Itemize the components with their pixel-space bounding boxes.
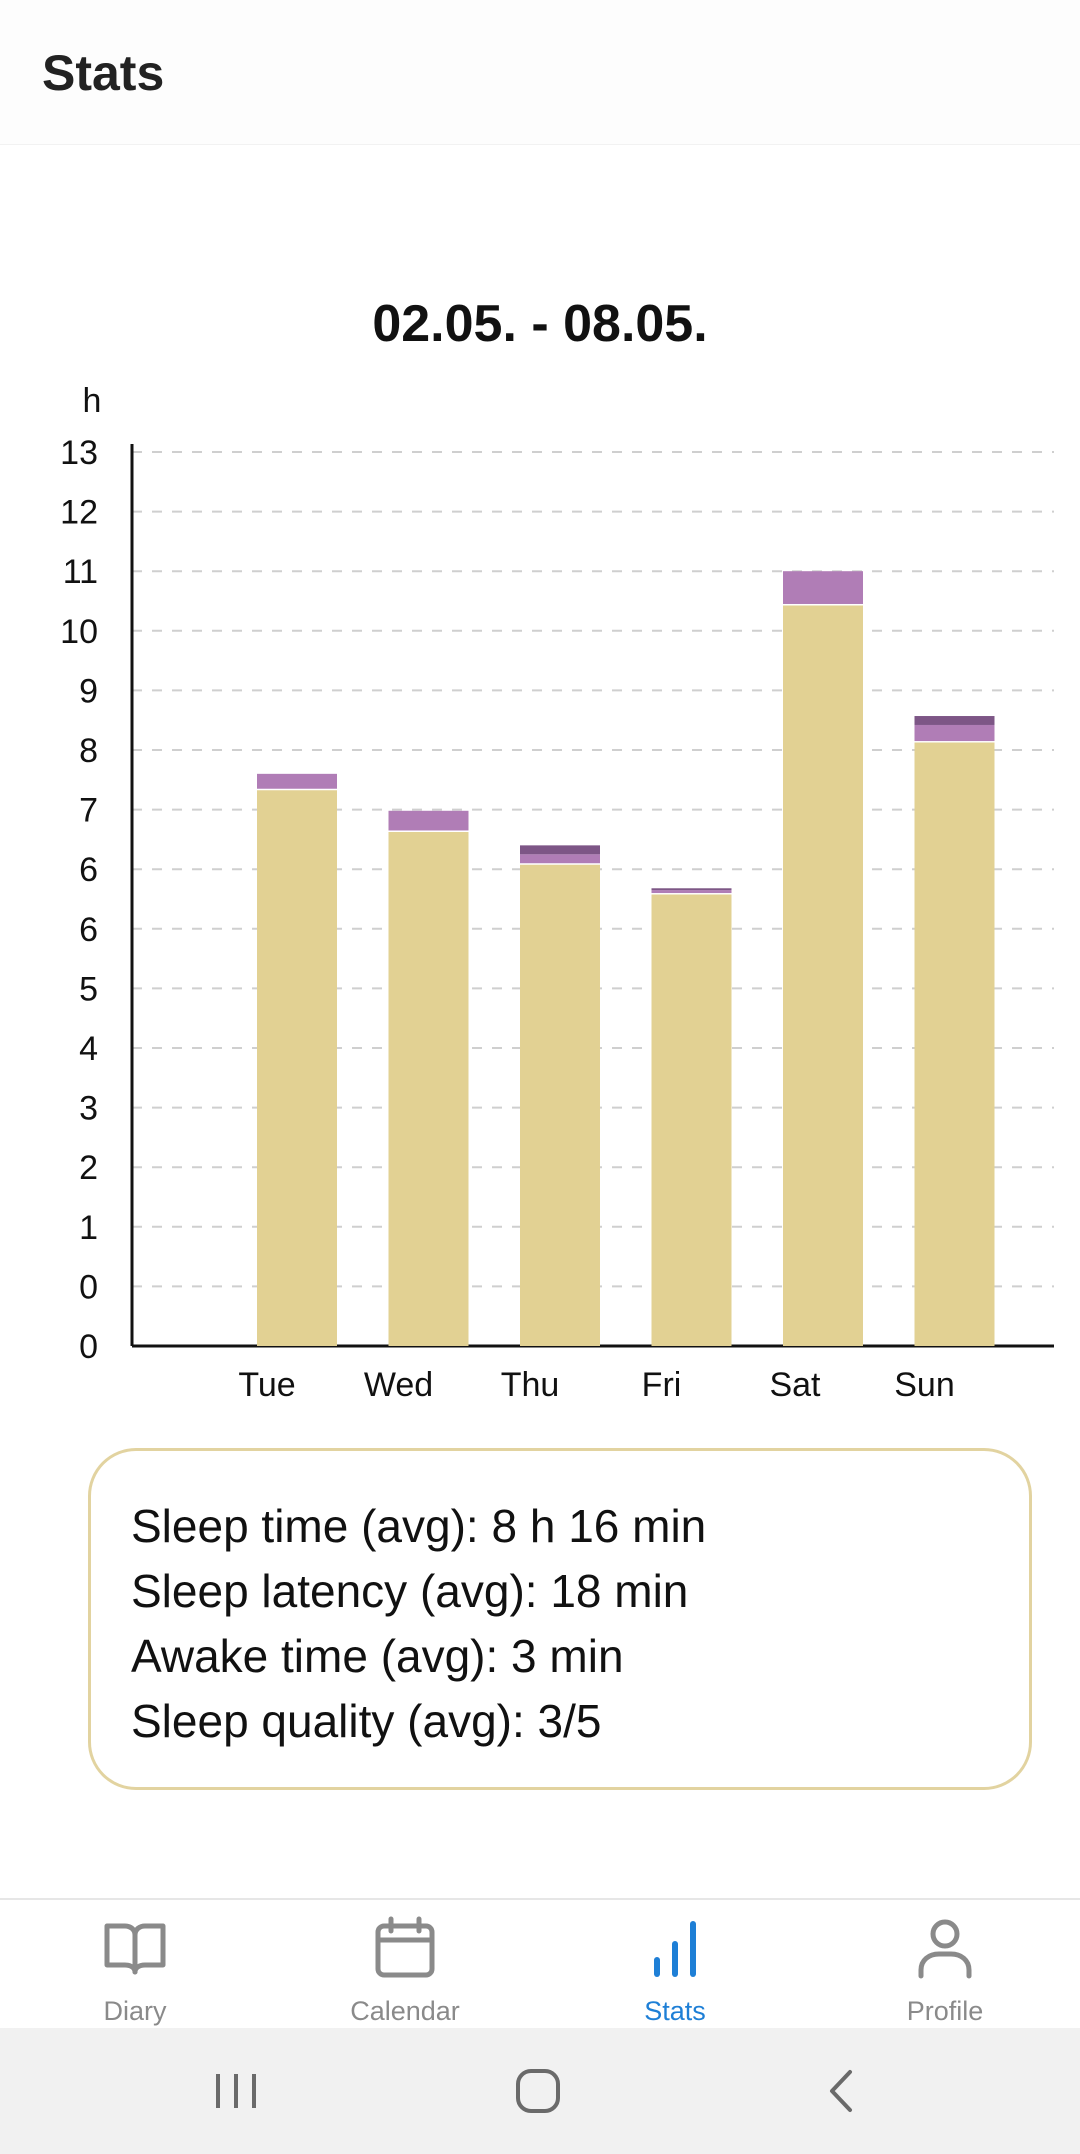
- y-tick-label: 6: [79, 911, 98, 949]
- y-tick-label: 0: [79, 1328, 98, 1366]
- y-tick-label: 13: [60, 434, 98, 472]
- system-nav-bar: [0, 2028, 1080, 2154]
- nav-label-calendar: Calendar: [350, 1996, 460, 2026]
- bottom-nav: Diary Calendar Stats Profile: [0, 1898, 1080, 2030]
- avg-sleep-time: Sleep time (avg): 8 h 16 min: [131, 1500, 707, 1552]
- avg-sleep-quality: Sleep quality (avg): 3/5: [131, 1695, 602, 1747]
- bar-chart-icon: [654, 1921, 696, 1977]
- y-tick-label: 1: [79, 1209, 98, 1247]
- nav-item-diary[interactable]: Diary: [0, 1900, 270, 2030]
- y-tick-label: 8: [79, 732, 98, 770]
- bar-segment: [520, 854, 600, 864]
- calendar-icon: [375, 1916, 435, 1978]
- bar-segment: [914, 724, 995, 742]
- bar-segment: [914, 716, 995, 725]
- y-tick-label: 3: [79, 1090, 98, 1128]
- home-icon[interactable]: [498, 2058, 578, 2124]
- summary-card: Sleep time (avg): 8 h 16 min Sleep laten…: [88, 1448, 1032, 1790]
- y-tick-label: 6: [79, 851, 98, 889]
- nav-label-profile: Profile: [906, 1996, 984, 2026]
- bar-segment: [257, 788, 337, 1346]
- x-tick-label: Wed: [364, 1366, 433, 1404]
- y-tick-label: 7: [79, 792, 98, 830]
- bar-segment: [651, 890, 732, 894]
- y-tick-label: 12: [60, 494, 98, 532]
- bar-segment: [520, 845, 600, 855]
- y-tick-label: 10: [60, 613, 98, 651]
- y-tick-label: 2: [79, 1149, 98, 1187]
- nav-label-stats: Stats: [644, 1996, 706, 2026]
- back-icon[interactable]: [800, 2058, 880, 2124]
- bar-segment: [520, 863, 600, 1346]
- chart-title: 02.05. - 08.05.: [372, 295, 708, 353]
- book-icon: [104, 1923, 166, 1975]
- x-tick-label: Thu: [501, 1366, 560, 1404]
- bar-segment: [651, 888, 732, 891]
- y-tick-label: 9: [79, 672, 98, 710]
- bar-segment: [651, 893, 732, 1346]
- bar-segment: [257, 773, 337, 789]
- y-axis-label: h: [83, 382, 102, 420]
- x-tick-label: Sun: [894, 1366, 955, 1404]
- bar-segment: [388, 830, 469, 1346]
- x-tick-label: Sat: [769, 1366, 821, 1404]
- page-title: Stats: [42, 45, 165, 101]
- nav-item-profile[interactable]: Profile: [810, 1900, 1080, 2030]
- person-icon: [918, 1919, 972, 1979]
- bar-segment: [388, 810, 469, 831]
- y-tick-label: 11: [63, 553, 98, 591]
- x-tick-label: Fri: [642, 1366, 682, 1404]
- nav-item-calendar[interactable]: Calendar: [270, 1900, 540, 2030]
- avg-awake-time: Awake time (avg): 3 min: [131, 1630, 624, 1682]
- avg-sleep-latency: Sleep latency (avg): 18 min: [131, 1565, 689, 1617]
- bar-segment: [914, 741, 995, 1346]
- app-bar: Stats: [0, 0, 1080, 145]
- x-tick-label: Tue: [238, 1366, 295, 1404]
- recent-apps-icon[interactable]: [196, 2058, 276, 2124]
- y-tick-label: 4: [79, 1030, 98, 1068]
- nav-label-diary: Diary: [103, 1996, 167, 2026]
- y-tick-label: 0: [79, 1268, 98, 1306]
- nav-item-stats[interactable]: Stats: [540, 1900, 810, 2030]
- bar-segment: [783, 571, 863, 604]
- bar-segment: [783, 603, 863, 1346]
- y-tick-label: 5: [79, 970, 98, 1008]
